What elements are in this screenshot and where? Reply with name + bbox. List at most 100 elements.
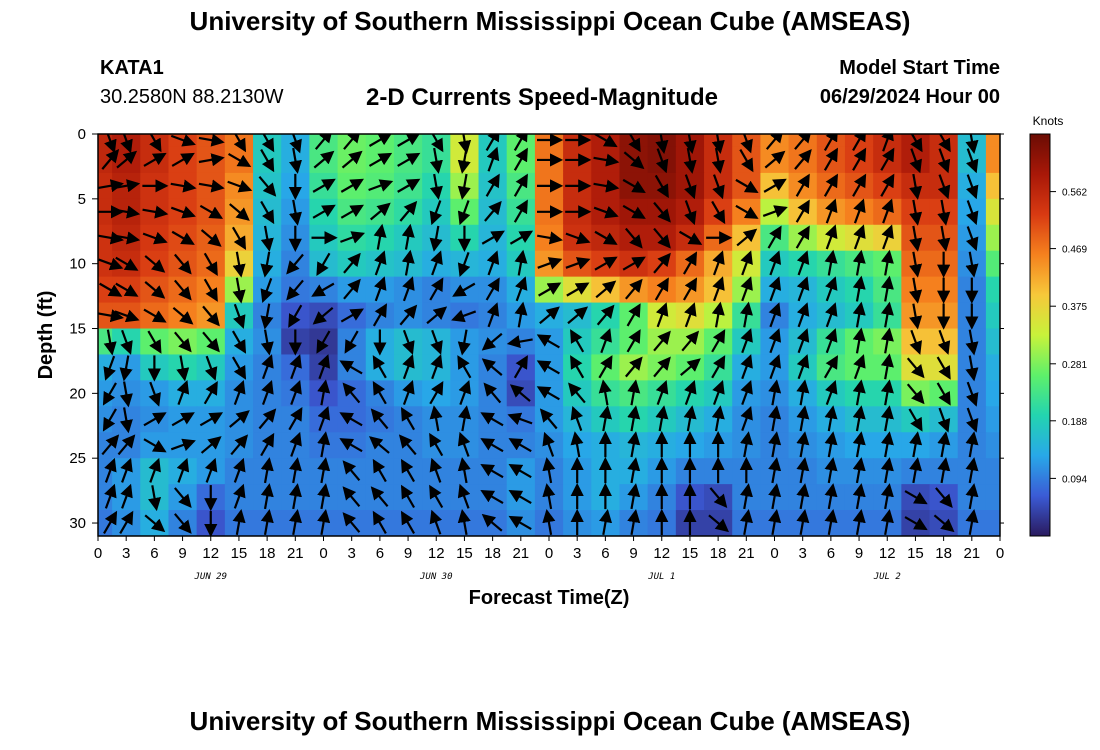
current-arrow: [170, 438, 196, 452]
current-arrow: [176, 380, 190, 406]
current-arrow: [429, 484, 444, 509]
current-arrow: [965, 407, 979, 433]
current-arrow: [735, 178, 759, 193]
current-arrow: [852, 405, 866, 432]
current-arrow: [174, 331, 192, 353]
current-arrow: [740, 134, 753, 154]
current-arrow: [486, 302, 500, 328]
current-arrow: [373, 223, 387, 250]
current-arrow: [402, 380, 415, 406]
current-arrow: [142, 205, 169, 219]
current-arrow: [176, 457, 190, 483]
current-arrow: [143, 438, 167, 453]
current-arrow: [508, 489, 532, 505]
current-arrow: [170, 134, 196, 147]
current-arrow: [509, 384, 531, 402]
current-arrow: [565, 257, 591, 270]
current-arrow: [313, 150, 335, 169]
footer-title: University of Southern Mississippi Ocean…: [189, 706, 911, 736]
current-arrow: [374, 250, 387, 276]
current-arrow: [712, 174, 725, 200]
current-arrow: [655, 134, 669, 154]
current-arrow: [904, 516, 928, 531]
current-arrow: [568, 382, 586, 404]
current-arrow: [260, 457, 274, 484]
current-arrow: [852, 379, 866, 406]
current-arrow: [430, 329, 443, 355]
current-arrow: [399, 304, 418, 326]
current-arrow: [767, 225, 782, 249]
current-arrow: [513, 147, 528, 171]
current-arrow: [937, 431, 951, 458]
current-arrow: [484, 200, 502, 222]
current-arrow: [402, 354, 415, 380]
current-arrow: [937, 457, 951, 484]
current-arrow: [909, 225, 923, 252]
current-arrow: [233, 457, 246, 483]
current-arrow: [796, 431, 810, 458]
current-arrow: [795, 199, 810, 223]
current-arrow: [397, 152, 421, 167]
model-start-label: Model Start Time: [839, 57, 1000, 79]
current-arrow: [684, 200, 697, 226]
current-arrow: [740, 250, 753, 276]
current-arrow: [683, 405, 697, 432]
x-tick-label: 21: [963, 545, 980, 562]
current-arrow: [908, 408, 923, 432]
current-arrow: [594, 134, 618, 148]
current-arrow: [768, 250, 782, 276]
current-arrow: [174, 513, 192, 534]
current-arrow: [824, 249, 838, 276]
current-arrow: [823, 147, 838, 171]
model-start-value: 06/29/2024 Hour 00: [819, 86, 1000, 108]
current-arrow: [880, 431, 894, 458]
current-arrow: [938, 134, 951, 153]
current-arrow: [457, 457, 471, 484]
current-arrow: [260, 329, 274, 356]
x-tick-label: 21: [287, 545, 304, 562]
current-arrow: [401, 223, 415, 250]
x-tick-label: 12: [202, 545, 219, 562]
current-arrow: [796, 276, 810, 302]
current-arrow: [513, 355, 528, 379]
current-arrow: [654, 277, 669, 301]
x-tick-label: 12: [428, 545, 445, 562]
current-arrow: [486, 146, 500, 172]
current-arrow: [481, 230, 505, 245]
current-arrow: [765, 134, 784, 150]
current-arrow: [104, 457, 117, 483]
current-arrow: [312, 306, 334, 325]
current-arrow: [937, 407, 951, 433]
current-arrow: [316, 330, 331, 354]
current-arrow: [623, 151, 645, 170]
current-arrow: [260, 251, 274, 278]
current-arrow: [824, 405, 838, 432]
current-arrow: [965, 509, 979, 536]
current-arrow: [565, 231, 591, 245]
current-arrow: [317, 483, 331, 510]
x-tick-label: 12: [879, 545, 896, 562]
current-arrow: [909, 303, 923, 330]
current-arrow: [712, 276, 725, 302]
current-arrow: [288, 199, 302, 226]
current-arrow: [457, 173, 471, 200]
current-arrow: [142, 231, 168, 245]
current-arrow: [176, 355, 190, 382]
current-arrow: [288, 509, 302, 536]
current-arrow: [103, 355, 116, 381]
current-arrow: [261, 354, 274, 380]
current-arrow: [104, 134, 117, 154]
current-arrow: [116, 150, 138, 169]
heatmap-cell: [98, 224, 113, 252]
current-arrow: [625, 278, 643, 300]
colorbar-tick-label: 0.375: [1062, 302, 1087, 313]
current-arrow: [258, 408, 277, 430]
current-arrow: [711, 301, 725, 328]
current-arrow: [144, 281, 166, 299]
current-arrow: [937, 174, 951, 200]
current-arrow: [824, 457, 838, 484]
current-arrow: [768, 431, 782, 458]
current-arrow: [627, 509, 641, 536]
colorbar-label: Knots: [1033, 114, 1064, 128]
current-arrow: [402, 276, 415, 302]
